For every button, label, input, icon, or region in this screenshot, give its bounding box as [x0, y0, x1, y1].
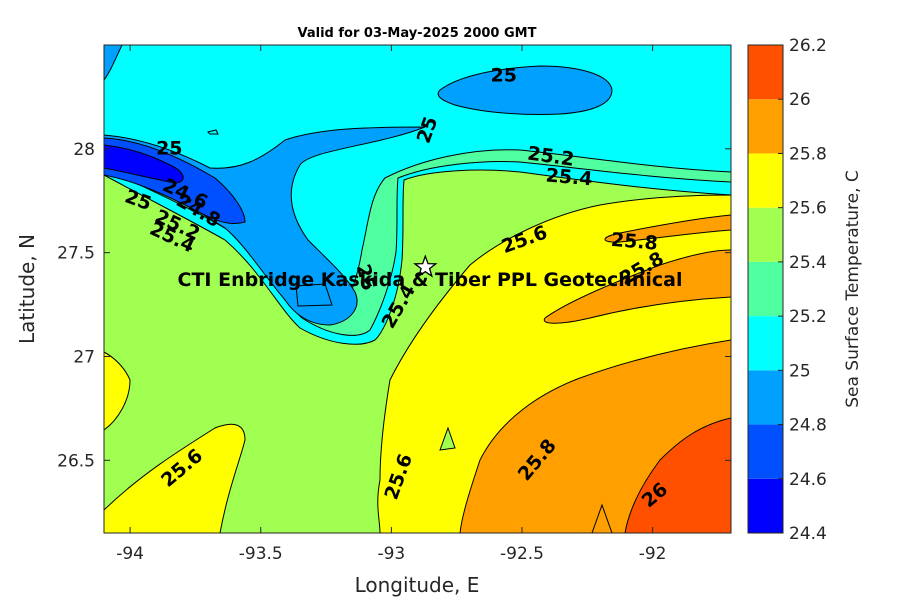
colorbar-segment: [748, 478, 783, 533]
sst-band-26-26.2: [624, 417, 731, 533]
contour-label: 25.4: [545, 164, 594, 190]
sst-band-25.8-26-inlet-south: [591, 503, 613, 533]
sst-band-25.6-west: [104, 351, 131, 431]
colorbar-tick-label: 25.4: [789, 253, 827, 273]
sst-band-25.4-25.6-islet: [439, 426, 456, 451]
colorbar-segment: [748, 370, 783, 425]
site-layer: CTI Enbridge Kaskida & Tiber PPL Geotech…: [178, 254, 683, 291]
colorbar-tick-label: 26.2: [789, 36, 827, 56]
colorbar-tick-label: 24.8: [789, 416, 827, 436]
contour-label: 25: [490, 65, 516, 87]
colorbar-segment: [748, 153, 783, 208]
colorbar-tick-label: 25.8: [789, 144, 827, 164]
x-tick-label: -92.5: [500, 544, 544, 564]
plot-frame: [103, 44, 732, 534]
colorbar-segment: [748, 99, 783, 154]
colorbar-segment: [748, 424, 783, 479]
chart-title: Valid for 03-May-2025 2000 GMT: [298, 26, 537, 41]
y-axis-label: Latitude, N: [15, 234, 39, 344]
colorbar-tick-label: 24.6: [789, 470, 827, 490]
site-star-marker: [413, 254, 438, 278]
colorbar-segment: [748, 45, 783, 100]
colorbar-tick-label: 25.6: [789, 199, 827, 219]
colorbar-segment: [748, 207, 783, 262]
sst-band-24.8-25-north-island: [437, 65, 613, 116]
sst-band-25.8-east-inlet: [604, 214, 731, 243]
y-axis-ticks: 26.5 27 27.5 28: [57, 140, 731, 471]
y-tick-label: 27.5: [57, 244, 95, 264]
sst-contour-islet-210: [207, 129, 219, 135]
colorbar-tick-label: 25: [789, 361, 811, 381]
colorbar-tick-label: 25.2: [789, 307, 827, 327]
sst-filled-contours: [104, 45, 731, 533]
colorbar-label: Sea Surface Temperature, C: [843, 170, 863, 408]
x-axis-label: Longitude, E: [355, 573, 480, 597]
x-tick-label: -92: [639, 544, 667, 564]
sst-band-24.4-24.6: [104, 144, 184, 184]
contour-label: 25.8: [610, 229, 659, 255]
x-tick-label: -93: [377, 544, 405, 564]
y-tick-label: 28: [73, 140, 95, 160]
colorbar-frame: [747, 44, 784, 534]
x-tick-label: -94: [116, 544, 144, 564]
y-tick-label: 26.5: [57, 451, 95, 471]
sst-band-25.8-26: [543, 249, 731, 324]
x-axis-ticks: -94 -93.5 -93 -92.5 -92: [116, 45, 667, 564]
colorbar-segment: [748, 261, 783, 317]
x-tick-label: -93.5: [239, 544, 283, 564]
colorbar: 24.4 24.6 24.8 25 25.2 25.4 25.6 25.8 26 26.2: [747, 36, 827, 544]
colorbar-tick-label: 26: [789, 90, 811, 110]
y-tick-label: 27: [73, 347, 95, 367]
colorbar-tick-label: 24.4: [789, 524, 827, 544]
sst-band-24.8-25-small-cell: [295, 283, 333, 307]
contour-label: 25: [156, 137, 182, 159]
colorbar-segment: [748, 316, 783, 371]
sst-band-25.6-southwest: [104, 423, 246, 533]
site-label: CTI Enbridge Kaskida & Tiber PPL Geotech…: [178, 269, 683, 291]
